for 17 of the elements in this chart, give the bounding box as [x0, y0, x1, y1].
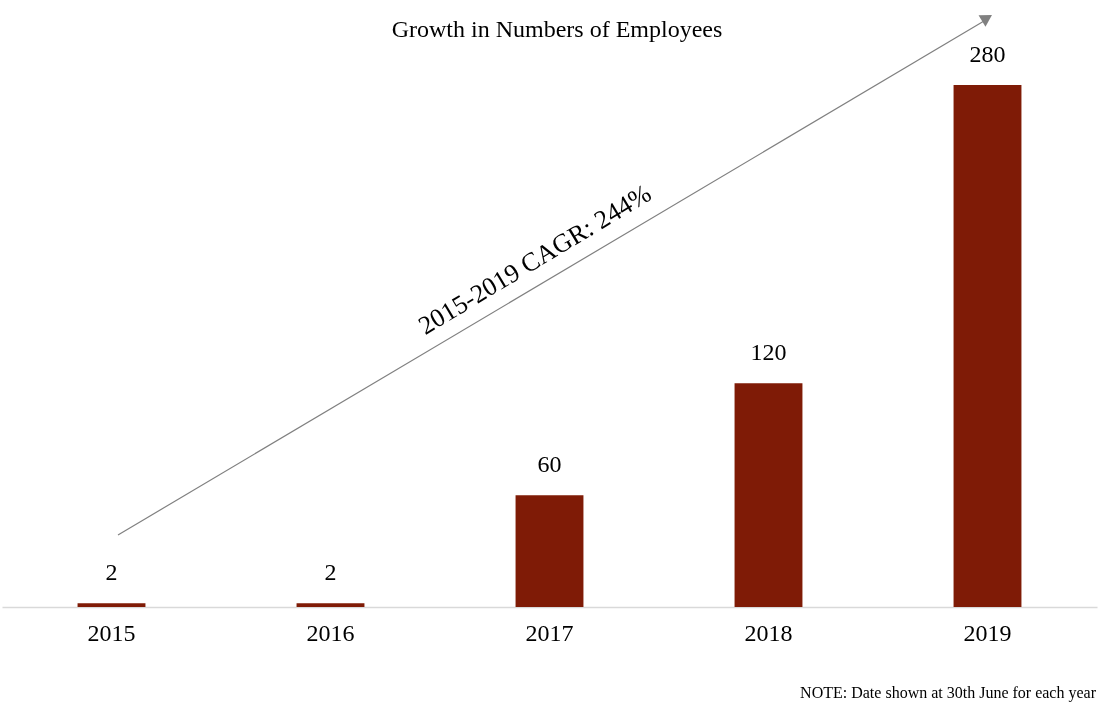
data-label: 2 — [105, 559, 118, 586]
bar — [515, 495, 584, 607]
chart-title: Growth in Numbers of Employees — [391, 16, 723, 42]
bar — [296, 603, 365, 607]
bar — [734, 383, 803, 607]
x-tick-label: 2015 — [87, 619, 136, 646]
x-tick-label: 2018 — [744, 619, 793, 646]
data-label: 60 — [537, 451, 562, 478]
data-label: 280 — [969, 41, 1006, 67]
x-tick-label: 2016 — [306, 619, 355, 646]
data-label: 2 — [324, 559, 337, 586]
x-tick-label: 2019 — [963, 619, 1012, 646]
bar — [953, 85, 1022, 607]
data-label: 120 — [750, 339, 787, 366]
text: NOTE: Date shown at 30th June for each year — [800, 684, 1097, 702]
x-tick-label: 2017 — [525, 619, 574, 646]
bar — [77, 603, 146, 607]
